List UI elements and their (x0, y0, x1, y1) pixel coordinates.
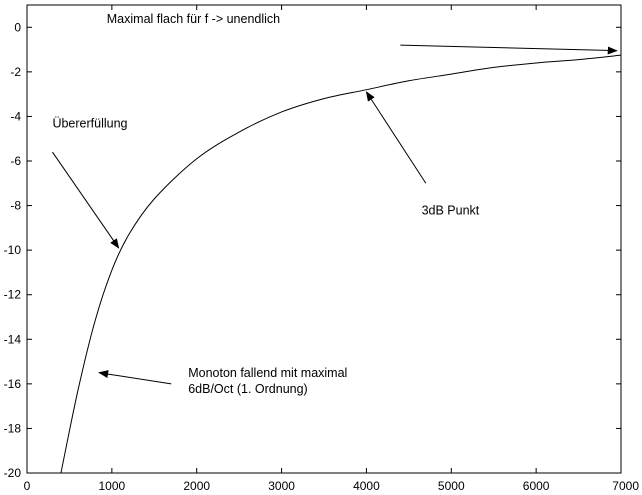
y-tick-label--8: -8 (10, 199, 21, 213)
plot-frame (26, 4, 622, 474)
y-tick-label--2: -2 (10, 65, 21, 79)
y-tick-label--4: -4 (10, 109, 21, 123)
annotation-label-1-0: Übererfüllung (52, 117, 127, 131)
annotations: Maximal flach für f -> unendlich Übererfü… (52, 12, 618, 396)
annotation-label-3-1: 6dB/Oct (1. Ordnung) (188, 382, 308, 396)
annotation-arrow-2 (365, 91, 427, 184)
y-tick-label-0: 0 (14, 20, 21, 34)
ticks: 0 1000 2000 3000 4000 5000 6000 7000 0 -2 -4 -6 -8 -1… (4, 5, 639, 493)
x-tick-label-7000: 7000 (612, 479, 639, 493)
y-tick-label--10: -10 (4, 243, 22, 257)
x-tick-label-1000: 1000 (99, 479, 126, 493)
annotation-label-0-0: Maximal flach für f -> unendlich (107, 12, 280, 26)
x-tick-label-6000: 6000 (523, 479, 550, 493)
y-tick-label--12: -12 (4, 288, 22, 302)
y-tick-label--14: -14 (4, 332, 22, 346)
x-tick-label-5000: 5000 (438, 479, 465, 493)
x-tick-label-3000: 3000 (268, 479, 295, 493)
annotation-arrow-3 (98, 370, 172, 385)
y-tick-label--6: -6 (10, 154, 21, 168)
y-tick-label--20: -20 (4, 466, 22, 480)
annotation-arrow-1 (52, 151, 120, 249)
annotation-arrow-0 (400, 44, 618, 55)
x-tick-label-2000: 2000 (183, 479, 210, 493)
series-line-0 (60, 54, 622, 474)
y-tick-label--18: -18 (4, 421, 22, 435)
y-tick-label--16: -16 (4, 377, 22, 391)
series (60, 54, 622, 474)
x-tick-label-4000: 4000 (353, 479, 380, 493)
annotation-label-3-0: Monoton fallend mit maximal (188, 366, 347, 380)
annotation-label-2-0: 3dB Punkt (422, 203, 480, 217)
axes (26, 4, 622, 474)
x-tick-label-0: 0 (24, 479, 31, 493)
